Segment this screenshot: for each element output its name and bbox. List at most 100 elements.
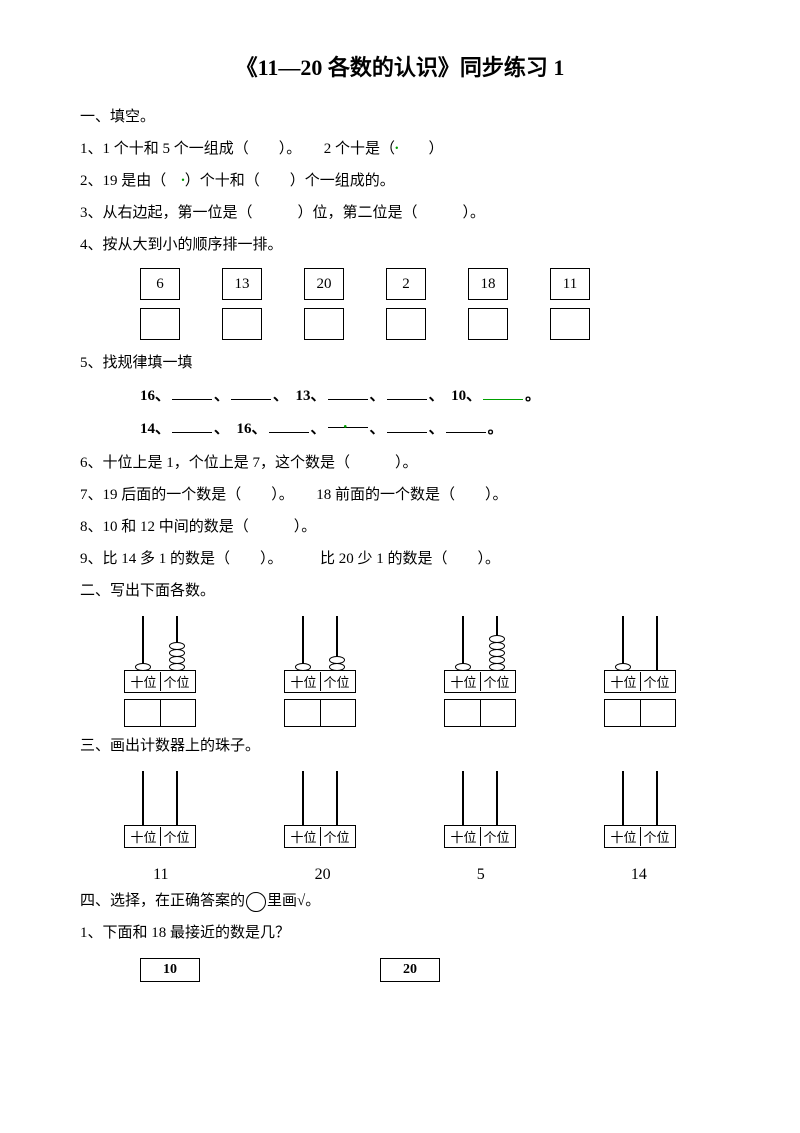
q5: 5、找规律填一填 xyxy=(80,348,720,378)
q9: 9、比 14 多 1 的数是（ ）。 比 20 少 1 的数是（ ）。 xyxy=(80,544,720,574)
blank-input[interactable]: • xyxy=(328,413,368,428)
abacus-rods xyxy=(120,771,200,826)
tens-label: 十位 xyxy=(287,827,319,846)
blank-input[interactable] xyxy=(483,385,523,400)
numbox: 11 xyxy=(550,268,590,300)
numbox: 18 xyxy=(468,268,508,300)
ones-label: 个位 xyxy=(480,827,513,846)
circle-icon xyxy=(246,892,266,912)
abacus-rods xyxy=(600,616,680,671)
bead xyxy=(169,663,185,671)
target-number: 14 xyxy=(631,866,647,884)
bead xyxy=(615,663,631,671)
numbox-empty[interactable] xyxy=(468,308,508,340)
q1-text-b: ） xyxy=(399,141,444,157)
q2: 2、19 是由（ •）个十和（ ）个一组成的。 xyxy=(80,166,720,196)
abacus-rods xyxy=(280,771,360,826)
abacus: 十位个位 xyxy=(600,616,680,727)
choice-option[interactable]: 20 xyxy=(380,958,440,982)
numbox-empty[interactable] xyxy=(222,308,262,340)
section2-heading: 二、写出下面各数。 xyxy=(80,576,720,606)
section4-heading: 四、选择，在正确答案的里画√。 xyxy=(80,886,720,916)
numbox-empty[interactable] xyxy=(550,308,590,340)
blank-input[interactable] xyxy=(446,418,486,433)
sequence-1: 16、、、 13、、、 10、。 xyxy=(140,380,720,413)
abacus-row-with-beads: 十位个位十位个位十位个位十位个位 xyxy=(80,616,720,727)
seq-text: 。 xyxy=(525,388,540,404)
section3-heading: 三、画出计数器上的珠子。 xyxy=(80,731,720,761)
tens-label: 十位 xyxy=(607,827,639,846)
s4-text-b: 里画√。 xyxy=(267,893,320,909)
q2-text-a: 2、19 是由（ xyxy=(80,173,181,189)
answer-box[interactable] xyxy=(604,699,676,727)
numbox-empty[interactable] xyxy=(386,308,426,340)
ones-label: 个位 xyxy=(320,672,353,691)
target-number: 11 xyxy=(153,866,168,884)
section1-heading: 一、填空。 xyxy=(80,102,720,132)
bead xyxy=(329,656,345,664)
bead xyxy=(489,663,505,671)
abacus: 十位个位 xyxy=(120,771,200,848)
answer-box[interactable] xyxy=(124,699,196,727)
tens-label: 十位 xyxy=(447,672,479,691)
tens-rod xyxy=(142,771,144,826)
number-boxes-answer xyxy=(140,308,720,340)
blank-input[interactable] xyxy=(328,385,368,400)
blank-input[interactable] xyxy=(172,418,212,433)
ones-label: 个位 xyxy=(640,827,673,846)
abacus: 十位个位 xyxy=(280,771,360,848)
q8: 8、10 和 12 中间的数是（ ）。 xyxy=(80,512,720,542)
choice-row: 10 20 xyxy=(140,958,720,982)
seq-text: 。 xyxy=(488,421,503,437)
blank-input[interactable] xyxy=(269,418,309,433)
page-title: 《11—20 各数的认识》同步练习 1 xyxy=(80,50,720,82)
numbox-empty[interactable] xyxy=(304,308,344,340)
numbox: 13 xyxy=(222,268,262,300)
blank-input[interactable] xyxy=(387,385,427,400)
abacus-row-empty: 十位个位十位个位十位个位十位个位 xyxy=(80,771,720,848)
bead xyxy=(295,663,311,671)
ones-label: 个位 xyxy=(320,827,353,846)
ones-label: 个位 xyxy=(480,672,513,691)
tens-label: 十位 xyxy=(287,672,319,691)
abacus-rods xyxy=(600,771,680,826)
abacus-target-numbers: 11 20 5 14 xyxy=(80,866,720,884)
abacus: 十位个位 xyxy=(440,771,520,848)
bead xyxy=(489,649,505,657)
seq-text: 、 16、 xyxy=(214,421,267,437)
answer-box[interactable] xyxy=(444,699,516,727)
numbox: 6 xyxy=(140,268,180,300)
bead xyxy=(169,649,185,657)
ones-label: 个位 xyxy=(640,672,673,691)
target-number: 20 xyxy=(315,866,331,884)
numbox: 20 xyxy=(304,268,344,300)
tens-rod xyxy=(302,771,304,826)
tens-label: 十位 xyxy=(127,672,159,691)
blank-input[interactable] xyxy=(172,385,212,400)
place-value-label: 十位个位 xyxy=(284,825,355,848)
ones-rod xyxy=(496,771,498,826)
blank-input[interactable] xyxy=(387,418,427,433)
number-boxes-given: 6 13 20 2 18 11 xyxy=(140,268,720,300)
q2-text-b: ）个十和（ ）个一组成的。 xyxy=(185,173,395,189)
bead xyxy=(489,642,505,650)
blank-input[interactable] xyxy=(231,385,271,400)
ones-rod xyxy=(336,771,338,826)
ones-label: 个位 xyxy=(160,672,193,691)
abacus-rods xyxy=(440,771,520,826)
choice-option[interactable]: 10 xyxy=(140,958,200,982)
abacus-rods xyxy=(280,616,360,671)
place-value-label: 十位个位 xyxy=(604,825,675,848)
seq-text: 、 xyxy=(429,421,444,437)
green-dot-icon: • xyxy=(344,422,348,433)
answer-box[interactable] xyxy=(284,699,356,727)
seq-text: 16、 xyxy=(140,388,170,404)
tens-rod xyxy=(622,771,624,826)
place-value-label: 十位个位 xyxy=(284,670,355,693)
bead xyxy=(489,656,505,664)
ones-rod xyxy=(656,771,658,826)
place-value-label: 十位个位 xyxy=(124,825,195,848)
numbox-empty[interactable] xyxy=(140,308,180,340)
ones-label: 个位 xyxy=(160,827,193,846)
abacus-rods xyxy=(120,616,200,671)
